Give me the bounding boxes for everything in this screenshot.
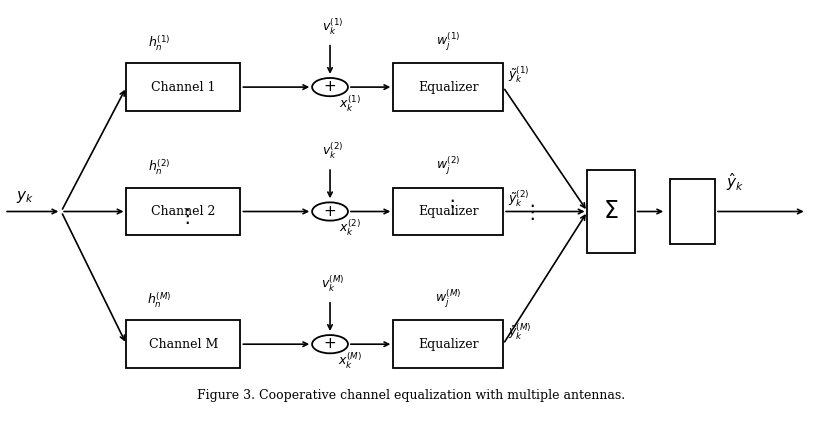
Text: $\vdots$: $\vdots$ — [442, 198, 454, 217]
Text: $x_k^{(M)}$: $x_k^{(M)}$ — [338, 350, 362, 371]
FancyBboxPatch shape — [127, 320, 240, 368]
Text: $+$: $+$ — [323, 204, 337, 219]
Text: Channel 2: Channel 2 — [151, 205, 216, 218]
Text: $\tilde{y}_k^{(1)}$: $\tilde{y}_k^{(1)}$ — [508, 65, 529, 85]
Text: Figure 3. Cooperative channel equalization with multiple antennas.: Figure 3. Cooperative channel equalizati… — [198, 389, 625, 402]
Text: $+$: $+$ — [323, 80, 337, 94]
Text: $h_n^{(1)}$: $h_n^{(1)}$ — [147, 33, 170, 53]
Text: $w_j^{(M)}$: $w_j^{(M)}$ — [435, 288, 462, 310]
Text: $\hat{y}_k$: $\hat{y}_k$ — [727, 171, 744, 193]
Text: $\Sigma$: $\Sigma$ — [603, 200, 619, 223]
FancyBboxPatch shape — [393, 320, 503, 368]
Text: $\tilde{y}_k^{(2)}$: $\tilde{y}_k^{(2)}$ — [508, 189, 529, 209]
FancyBboxPatch shape — [393, 63, 503, 111]
Text: $h_n^{(2)}$: $h_n^{(2)}$ — [147, 158, 170, 177]
Circle shape — [312, 78, 348, 96]
Circle shape — [312, 202, 348, 221]
FancyBboxPatch shape — [588, 170, 635, 253]
Text: $\tilde{y}_k^{(M)}$: $\tilde{y}_k^{(M)}$ — [508, 322, 531, 342]
Text: $w_j^{(2)}$: $w_j^{(2)}$ — [436, 155, 460, 177]
Circle shape — [312, 335, 348, 353]
Text: Equalizer: Equalizer — [418, 205, 478, 218]
Text: $v_k^{(2)}$: $v_k^{(2)}$ — [322, 141, 343, 161]
Text: $h_n^{(M)}$: $h_n^{(M)}$ — [146, 291, 171, 310]
Text: Channel M: Channel M — [149, 338, 218, 351]
Text: $y_k$: $y_k$ — [16, 189, 34, 205]
Text: $v_k^{(M)}$: $v_k^{(M)}$ — [321, 273, 344, 294]
Text: $\vdots$: $\vdots$ — [177, 206, 190, 225]
FancyBboxPatch shape — [670, 179, 715, 244]
FancyBboxPatch shape — [127, 63, 240, 111]
Text: $\vdots$: $\vdots$ — [522, 201, 534, 222]
Text: $v_k^{(1)}$: $v_k^{(1)}$ — [322, 16, 343, 36]
Text: $w_j^{(1)}$: $w_j^{(1)}$ — [436, 31, 460, 53]
FancyBboxPatch shape — [127, 188, 240, 235]
Text: Equalizer: Equalizer — [418, 81, 478, 93]
Text: $+$: $+$ — [323, 337, 337, 351]
Text: Channel 1: Channel 1 — [151, 81, 216, 93]
Text: $x_k^{(2)}$: $x_k^{(2)}$ — [339, 218, 361, 238]
Text: Equalizer: Equalizer — [418, 338, 478, 351]
Text: $x_k^{(1)}$: $x_k^{(1)}$ — [339, 93, 361, 114]
FancyBboxPatch shape — [393, 188, 503, 235]
